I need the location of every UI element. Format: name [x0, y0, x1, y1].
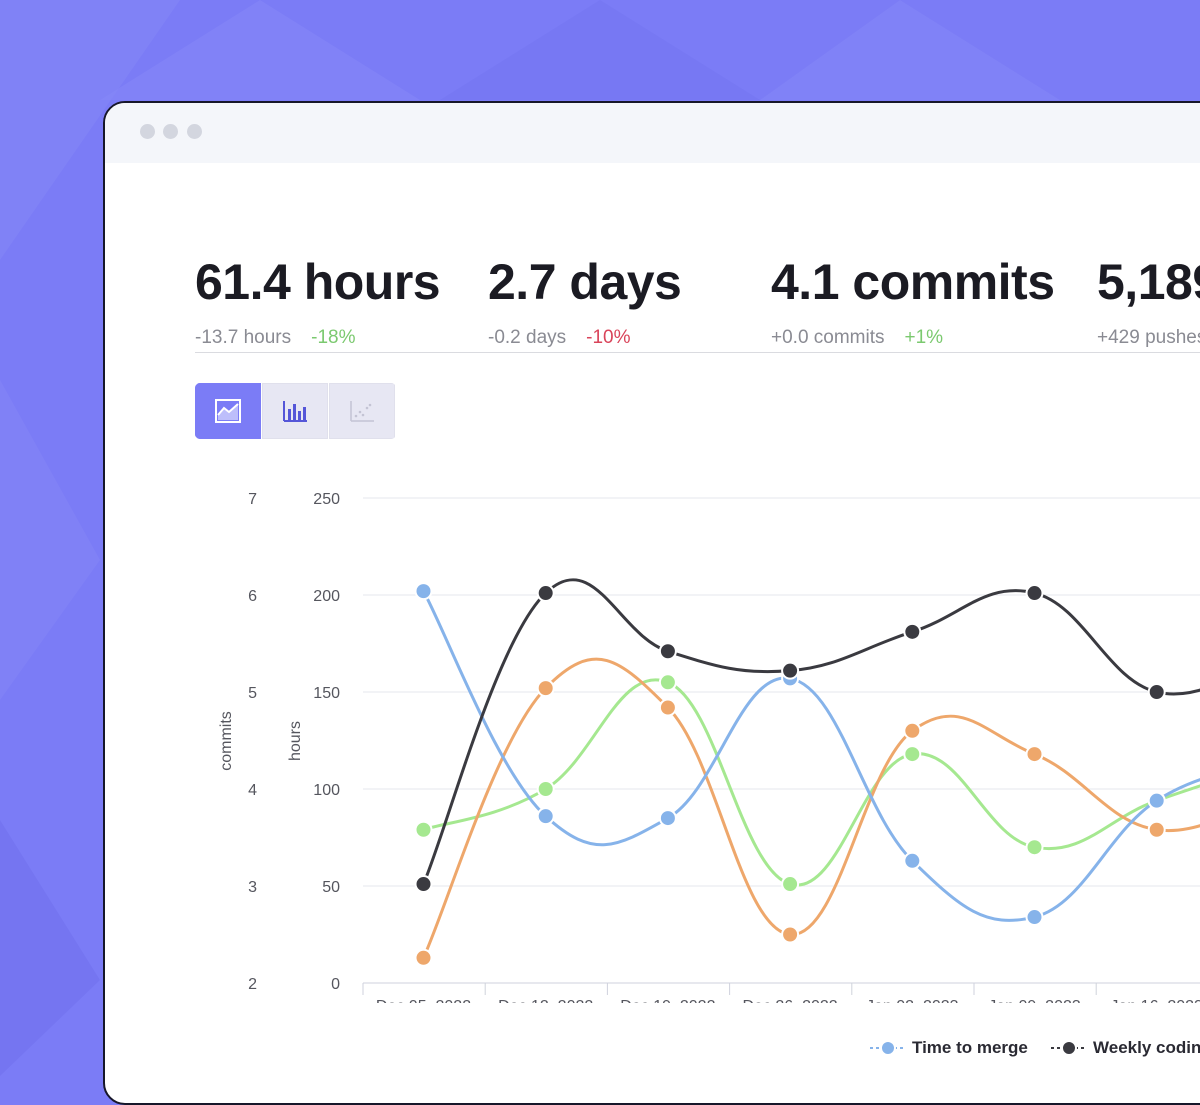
y-left-tick-label: 4	[248, 782, 257, 799]
window-titlebar	[105, 103, 1200, 163]
data-point	[904, 624, 920, 640]
y-left-tick-label: 5	[248, 685, 257, 702]
browser-window: 61.4 hours -13.7 hours-18% 2.7 days -0.2…	[103, 101, 1200, 1105]
legend-label: Time to merge	[912, 1038, 1028, 1058]
y-left-axis-label: commits	[218, 711, 235, 771]
data-point	[782, 663, 798, 679]
data-point	[538, 585, 554, 601]
data-point	[416, 950, 432, 966]
legend-marker-icon	[870, 1040, 906, 1056]
y-left-tick-label: 2	[248, 976, 257, 993]
data-point	[416, 876, 432, 892]
data-point	[782, 927, 798, 943]
data-point	[1149, 822, 1165, 838]
data-point	[660, 700, 676, 716]
x-tick-label: Dec 12, 2022	[498, 998, 593, 1003]
y-left-tick-label: 3	[248, 879, 257, 896]
x-tick-label: Dec 19, 2022	[620, 998, 715, 1003]
window-dot-icon	[163, 124, 178, 139]
y-right-axis-label: hours	[287, 721, 304, 761]
data-point	[538, 781, 554, 797]
data-point	[660, 643, 676, 659]
y-right-tick-label: 100	[313, 782, 340, 799]
data-point	[538, 680, 554, 696]
dashboard-content: 61.4 hours -13.7 hours-18% 2.7 days -0.2…	[105, 163, 1200, 1103]
legend-marker-icon	[1051, 1040, 1087, 1056]
data-point	[1149, 793, 1165, 809]
data-point	[1149, 684, 1165, 700]
x-tick-label: Jan 09, 2023	[988, 998, 1081, 1003]
y-right-tick-label: 50	[322, 879, 340, 896]
window-dot-icon	[187, 124, 202, 139]
data-point	[538, 808, 554, 824]
y-left-tick-label: 6	[248, 588, 257, 605]
legend-item-time-to-merge[interactable]: Time to merge	[870, 1038, 1028, 1058]
data-point	[660, 810, 676, 826]
y-right-tick-label: 200	[313, 588, 340, 605]
data-point	[1027, 585, 1043, 601]
data-point	[1027, 839, 1043, 855]
data-point	[1027, 746, 1043, 762]
x-tick-label: Dec 26, 2022	[743, 998, 838, 1003]
data-point	[782, 876, 798, 892]
data-point	[416, 583, 432, 599]
line-chart: 250 7 200 6 150 5 100 4 50 3 0 2 commits hours Dec 05,…	[105, 163, 1200, 1003]
series-line	[424, 580, 1200, 884]
y-left-tick-label: 7	[248, 491, 257, 508]
data-point	[904, 746, 920, 762]
data-point	[416, 822, 432, 838]
x-tick-label: Dec 05, 2022	[376, 998, 471, 1003]
y-right-tick-label: 250	[313, 491, 340, 508]
window-dot-icon	[140, 124, 155, 139]
legend-label: Weekly coding	[1093, 1038, 1200, 1058]
legend-item-weekly-coding[interactable]: Weekly coding	[1051, 1038, 1200, 1058]
x-tick-label: Jan 02, 2023	[866, 998, 959, 1003]
series-line	[424, 591, 1200, 920]
data-point	[660, 674, 676, 690]
x-tick-label: Jan 16, 2023	[1110, 998, 1200, 1003]
data-point	[904, 723, 920, 739]
data-point	[1027, 909, 1043, 925]
y-right-tick-label: 150	[313, 685, 340, 702]
y-right-tick-label: 0	[331, 976, 340, 993]
data-point	[904, 853, 920, 869]
